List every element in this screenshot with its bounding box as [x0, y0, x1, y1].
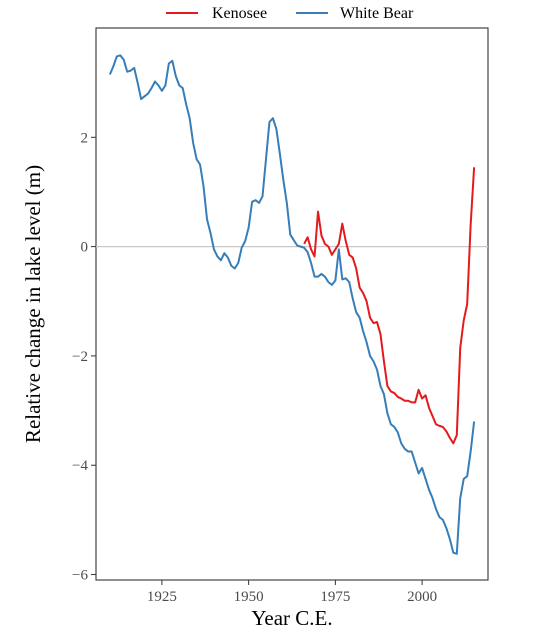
y-tick-label-3: 0	[81, 240, 89, 256]
x-tick-label-2000: 2000	[407, 589, 437, 605]
x-axis-title: Year C.E.	[251, 606, 332, 630]
legend: Kenosee White Bear	[166, 5, 414, 22]
y-axis: −6 −4 −2 0 2	[72, 130, 96, 584]
y-tick-label-1: −4	[72, 458, 88, 474]
legend-label-white-bear: White Bear	[340, 5, 414, 22]
series-line-white-bear	[108, 54, 476, 555]
series-line-kenosee	[303, 167, 476, 445]
legend-label-kenosee: Kenosee	[212, 5, 267, 22]
x-tick-label-1925: 1925	[147, 589, 177, 605]
y-tick-label-2: −2	[72, 349, 88, 365]
series-layer	[108, 54, 476, 555]
y-tick-label-0: −6	[72, 568, 88, 584]
x-tick-label-1950: 1950	[234, 589, 264, 605]
y-axis-title: Relative change in lake level (m)	[21, 165, 45, 443]
plot-panel-border	[95, 27, 489, 581]
y-tick-label-4: 2	[81, 130, 89, 146]
x-axis: 1925 1950 1975 2000	[147, 580, 437, 605]
x-tick-label-1975: 1975	[320, 589, 350, 605]
